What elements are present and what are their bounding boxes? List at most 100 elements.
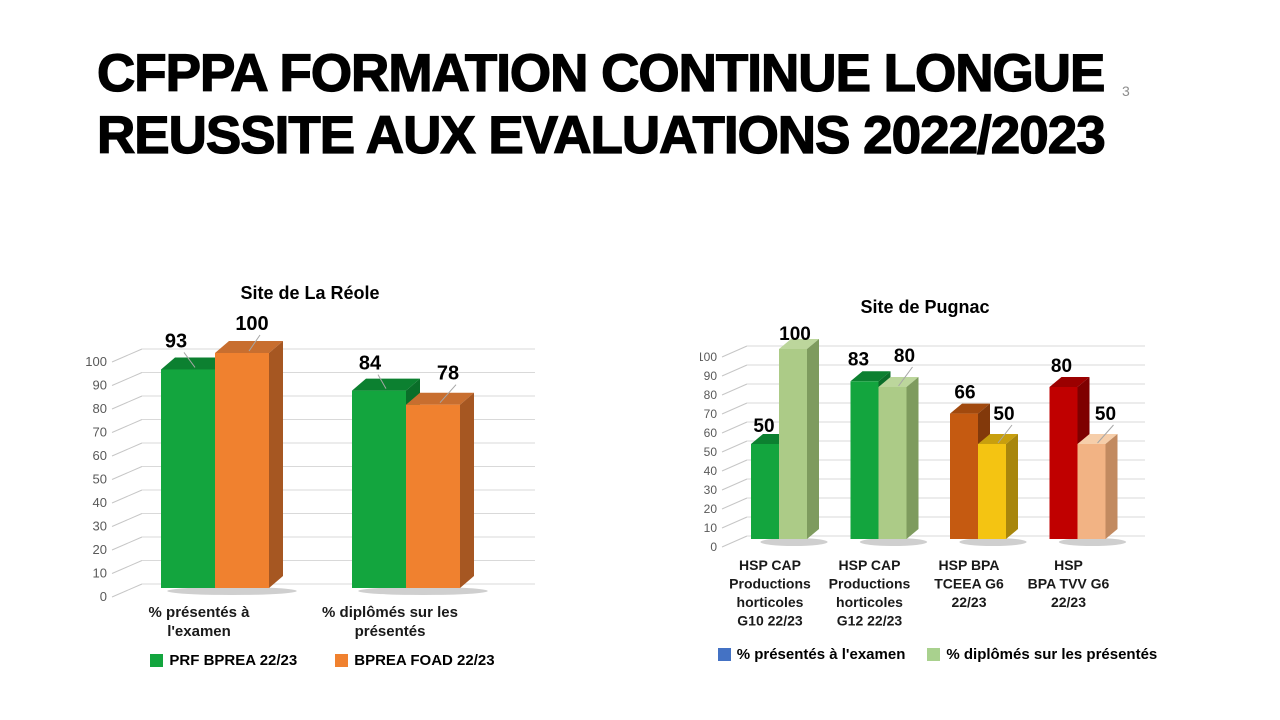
category-label: G12 22/23 (837, 613, 903, 629)
legend-swatch-green (150, 654, 164, 667)
legend-label: PRF BPREA 22/23 (169, 652, 298, 669)
axis-tick-line (111, 348, 143, 363)
y-tick-label: 20 (93, 542, 107, 557)
bar-s0-g2 (950, 413, 978, 539)
bar-s0-g3 (1049, 387, 1078, 539)
category-label: Productions (729, 576, 811, 592)
legend-swatch-blue (717, 648, 731, 661)
legend-label: % diplômés sur les présentés (946, 646, 1158, 663)
data-label: 100 (235, 313, 268, 335)
axis-tick-line (721, 402, 748, 415)
axis-tick-line (111, 513, 143, 527)
axis-tick-line (721, 535, 748, 548)
y-tick-label: 100 (85, 354, 107, 369)
bar-s1-g3 (1077, 444, 1106, 539)
bar-s1-g0 (215, 353, 269, 588)
data-label: 83 (848, 349, 869, 370)
bar-top-s0-g1 (352, 378, 420, 391)
y-tick-label: 60 (704, 426, 718, 440)
y-tick-label: 30 (93, 519, 107, 534)
slide-title: CFPPA FORMATION CONTINUE LONGUE REUSSITE… (96, 43, 1107, 167)
axis-tick-line (721, 478, 748, 491)
data-label: 50 (753, 416, 774, 437)
axis-tick-line (111, 419, 143, 433)
data-label: 80 (1051, 356, 1072, 377)
data-label: 93 (165, 330, 187, 352)
y-tick-label: 100 (700, 350, 717, 364)
chart-title-la-reole: Site de La Réole (240, 283, 380, 303)
chart-site-pugnac: Site de Pugnac 0 10 20 30 40 50 60 70 80 90 100 50 8… (700, 297, 1175, 693)
y-tick-label: 60 (93, 448, 107, 463)
bar-s0-g0 (161, 369, 215, 588)
legend-item: % diplômés sur les présentés (927, 646, 1157, 663)
chart-canvas-la-reole: 0 10 20 30 40 50 60 70 80 90 100 93 84 100 78 % présent… (85, 313, 535, 640)
bar-shadow (1058, 538, 1127, 546)
axis-tick-line (721, 440, 748, 453)
y-tick-label: 80 (93, 401, 107, 416)
category-label: BPA TVV G6 (1028, 576, 1110, 592)
legend-label: % présentés à l'examen (736, 646, 906, 663)
label-leader-line (248, 334, 261, 352)
axis-tick-line (721, 421, 748, 434)
category-label: HSP CAP (839, 557, 901, 573)
bar-s1-g1 (878, 387, 907, 539)
legend-item: PRF BPREA 22/23 (150, 652, 297, 669)
category-label: 22/23 (1051, 594, 1086, 610)
legend-label: BPREA FOAD 22/23 (354, 652, 495, 669)
y-tick-label: 40 (93, 495, 107, 510)
bar-s1-g2 (978, 444, 1006, 539)
data-label: 50 (1095, 404, 1116, 425)
label-leader-line (1097, 424, 1114, 444)
bar-shadow (959, 538, 1027, 546)
label-leader-line (898, 366, 913, 387)
bar-s1-g1 (406, 404, 460, 588)
axis-tick-line (111, 395, 143, 410)
y-tick-label: 40 (704, 464, 718, 478)
category-label: TCEEA G6 (934, 576, 1004, 592)
category-label: l'examen (167, 623, 231, 640)
data-label: 66 (954, 383, 975, 404)
data-label: 50 (993, 404, 1014, 425)
axis-tick-line (111, 466, 143, 480)
bar-shadow (167, 587, 297, 595)
axis-tick-line (721, 516, 748, 529)
category-label: % diplômés sur les (322, 604, 458, 621)
data-label: 100 (779, 324, 811, 345)
axis-tick-line (721, 364, 748, 377)
y-tick-label: 10 (93, 566, 107, 581)
axis-tick-line (721, 345, 748, 358)
axis-tick-line (111, 583, 143, 598)
bar-top-s1-g0 (215, 341, 283, 353)
bar-side-s1-g0 (807, 339, 819, 539)
bar-side-s1-g2 (1006, 434, 1018, 539)
y-tick-label: 70 (704, 407, 718, 421)
data-label: 78 (437, 363, 459, 385)
bar-s0-g1 (352, 390, 406, 588)
bar-side-s1-g1 (906, 377, 919, 539)
category-label: HSP CAP (739, 557, 801, 573)
y-tick-label: 50 (93, 472, 107, 487)
chart-site-la-reole: Site de La Réole 0 10 20 30 40 50 60 70 80 90 100 9… (85, 283, 560, 693)
slide-title-line-2: REUSSITE AUX EVALUATIONS 2022/2023 (96, 105, 1106, 165)
bar-shadow (859, 538, 928, 546)
axis-tick-line (111, 536, 143, 551)
axis-tick-line (111, 560, 143, 574)
bar-top-s0-g3 (1049, 377, 1090, 387)
bar-shadow (760, 538, 828, 546)
slide-title-line-1: CFPPA FORMATION CONTINUE LONGUE (96, 43, 1106, 103)
category-label: Productions (829, 576, 911, 592)
y-tick-label: 0 (710, 540, 717, 554)
category-label: HSP BPA (939, 557, 1000, 573)
data-label: 84 (359, 353, 382, 375)
bar-s0-g0 (751, 444, 779, 539)
bar-top-s1-g0 (779, 339, 819, 349)
category-label: 22/23 (951, 594, 986, 610)
label-leader-line (183, 352, 196, 368)
legend-item: BPREA FOAD 22/23 (335, 652, 495, 669)
legend-la-reole: PRF BPREA 22/23 BPREA FOAD 22/23 (85, 652, 584, 669)
bar-s1-g0 (779, 349, 807, 539)
legend-pugnac: % présentés à l'examen % diplômés sur le… (700, 646, 1185, 663)
bar-top-s1-g1 (406, 392, 474, 405)
bar-top-s1-g3 (1077, 434, 1118, 444)
y-tick-label: 90 (704, 369, 718, 383)
